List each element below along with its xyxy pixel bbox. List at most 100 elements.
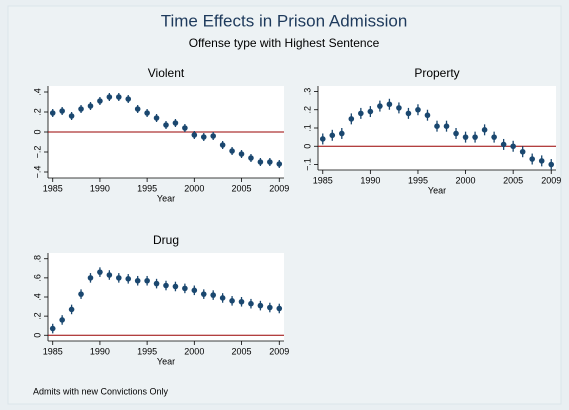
point: [97, 98, 103, 104]
x-tick-label: 1985: [313, 175, 333, 185]
point: [153, 280, 160, 287]
x-tick-label: 1995: [408, 175, 428, 185]
point: [68, 306, 75, 313]
point: [172, 283, 179, 290]
point: [248, 300, 254, 307]
figure-title: Time Effects in Prison Admission: [161, 11, 408, 30]
point: [49, 325, 56, 332]
point: [434, 123, 440, 129]
point: [257, 159, 264, 165]
y-tick-label: .4: [32, 293, 42, 301]
x-axis-label: Year: [157, 193, 175, 203]
x-axis-label: Year: [428, 185, 446, 195]
panel-title: Property: [414, 66, 459, 80]
point: [200, 291, 207, 297]
point: [267, 304, 273, 311]
point: [267, 159, 273, 165]
y-tick-label: .8: [32, 255, 42, 263]
point: [386, 101, 393, 108]
y-tick-label: 0: [302, 144, 312, 149]
x-tick-label: 1985: [43, 183, 63, 193]
point: [59, 108, 65, 114]
point: [367, 108, 374, 115]
point: [529, 156, 535, 162]
y-tick-label: −.1: [302, 158, 312, 171]
x-tick-label: 1990: [360, 175, 380, 185]
point: [78, 106, 84, 112]
point: [329, 132, 336, 139]
figure-subtitle: Offense type with Highest Sentence: [189, 36, 380, 50]
point: [462, 134, 469, 140]
point: [191, 287, 198, 294]
point: [229, 148, 235, 154]
y-tick-label: .3: [302, 88, 312, 96]
point: [319, 136, 326, 142]
point: [472, 134, 478, 140]
point: [396, 105, 402, 111]
point: [210, 292, 216, 298]
point: [257, 302, 264, 309]
point: [276, 305, 283, 312]
point: [144, 277, 150, 284]
point: [182, 285, 188, 292]
point: [500, 141, 507, 148]
point: [116, 275, 122, 281]
y-tick-label: .1: [302, 124, 312, 132]
x-tick-label: 2009: [541, 175, 561, 185]
point: [106, 272, 113, 278]
x-tick-label: 2009: [269, 183, 289, 193]
point: [116, 94, 122, 100]
point: [87, 275, 94, 281]
point: [276, 161, 283, 167]
point: [163, 122, 169, 128]
point: [377, 103, 383, 109]
y-tick-label: .2: [302, 106, 312, 114]
x-tick-label: 1990: [90, 183, 110, 193]
x-tick-label: 1985: [43, 346, 63, 356]
y-tick-label: −.2: [32, 146, 42, 159]
x-axis-label: Year: [157, 356, 175, 366]
point: [125, 276, 132, 282]
point: [163, 282, 169, 289]
point: [538, 158, 545, 164]
point: [59, 317, 65, 323]
point: [405, 110, 412, 117]
panel-title: Violent: [148, 66, 185, 80]
point: [125, 96, 132, 102]
point: [481, 127, 488, 133]
point: [229, 298, 235, 304]
y-tick-label: −.4: [32, 166, 42, 179]
plot-region: [48, 253, 284, 341]
y-tick-label: .2: [32, 108, 42, 116]
point: [68, 113, 75, 119]
y-tick-label: .4: [32, 88, 42, 96]
x-tick-label: 2005: [232, 183, 252, 193]
point: [348, 116, 355, 122]
figure-note: Admits with new Convictions Only: [33, 386, 169, 396]
point: [424, 112, 431, 119]
point: [134, 277, 141, 284]
point: [219, 295, 226, 301]
point: [191, 132, 198, 138]
point: [339, 130, 345, 137]
x-tick-label: 2005: [503, 175, 523, 185]
point: [519, 148, 526, 155]
point: [358, 110, 364, 117]
point: [172, 120, 179, 126]
y-tick-label: 0: [32, 333, 42, 338]
x-tick-label: 1995: [137, 183, 157, 193]
point: [144, 110, 150, 116]
point: [97, 269, 103, 275]
point: [443, 123, 450, 129]
graph-region: [7, 5, 562, 405]
y-tick-label: .2: [32, 312, 42, 320]
point: [106, 94, 113, 100]
y-tick-label: .6: [32, 274, 42, 282]
x-tick-label: 1990: [90, 346, 110, 356]
point: [219, 142, 226, 148]
point: [453, 130, 459, 137]
point: [510, 143, 516, 150]
x-tick-label: 2000: [184, 346, 204, 356]
x-tick-label: 2000: [456, 175, 476, 185]
